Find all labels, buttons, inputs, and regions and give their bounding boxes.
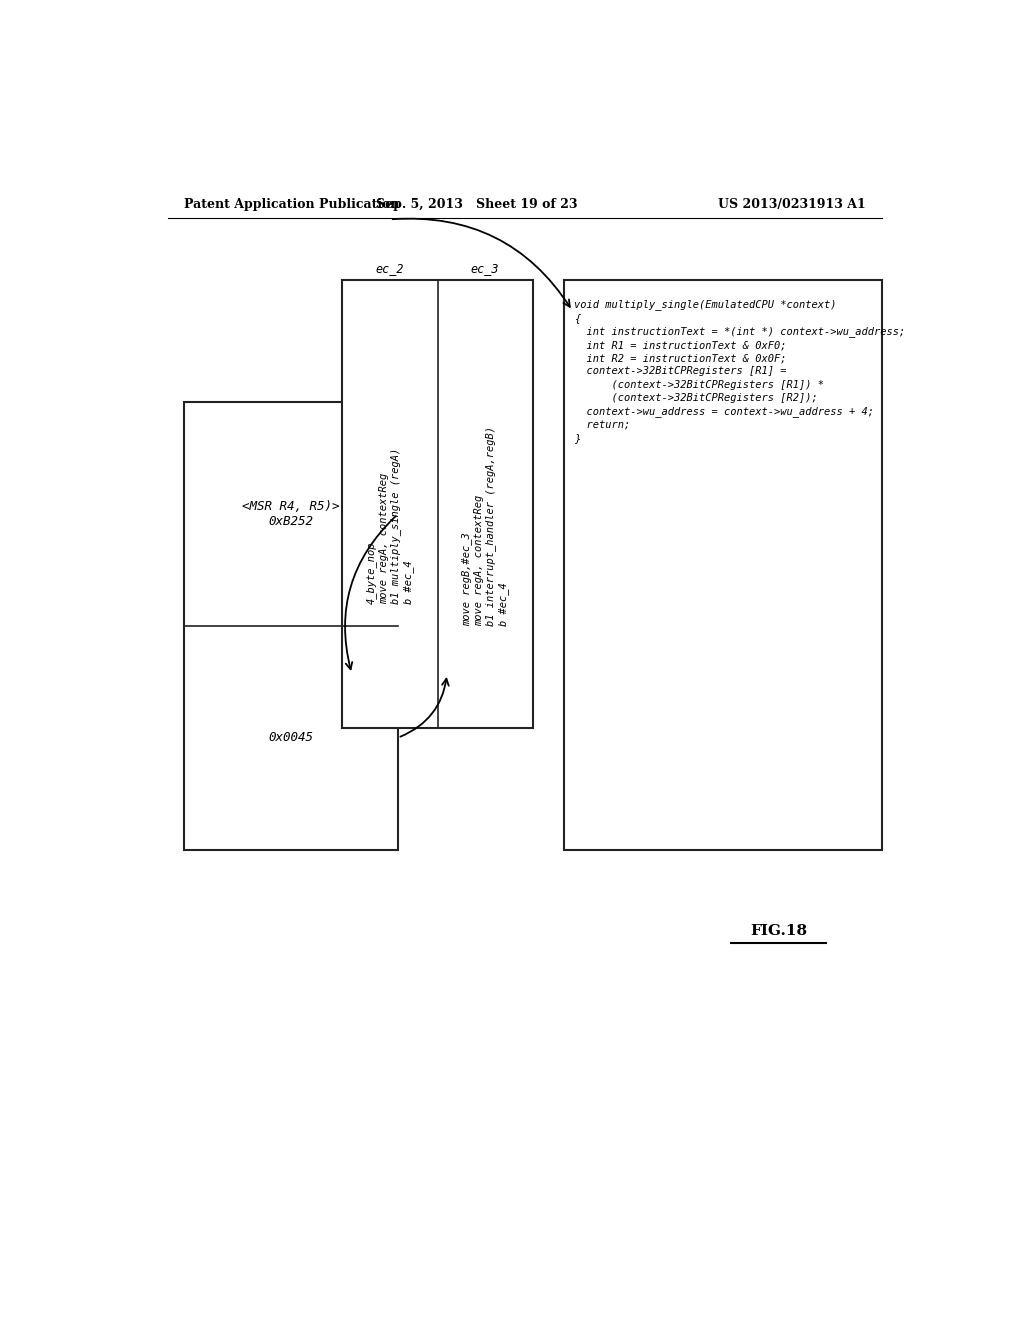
Text: US 2013/0231913 A1: US 2013/0231913 A1: [718, 198, 866, 211]
Text: <MSR R4, R5)>
0xB252: <MSR R4, R5)> 0xB252: [242, 500, 339, 528]
FancyBboxPatch shape: [564, 280, 882, 850]
Text: move regB,#ec_3
move regA, contextReg
b1 interrupt_handler (regA,regB)
b #ec_4: move regB,#ec_3 move regA, contextReg b1…: [462, 426, 509, 626]
Text: ec_2: ec_2: [376, 263, 404, 276]
Text: FIG.18: FIG.18: [751, 924, 807, 939]
Text: 0x0045: 0x0045: [268, 731, 313, 744]
Text: Sep. 5, 2013   Sheet 19 of 23: Sep. 5, 2013 Sheet 19 of 23: [377, 198, 578, 211]
FancyBboxPatch shape: [342, 280, 532, 727]
Text: ec_3: ec_3: [471, 263, 500, 276]
FancyBboxPatch shape: [183, 403, 397, 850]
Text: 4_byte_nop
move regA, contextReg
b1 multiply_single (regA)
b #ec_4: 4_byte_nop move regA, contextReg b1 mult…: [367, 449, 414, 605]
Text: Patent Application Publication: Patent Application Publication: [183, 198, 399, 211]
Text: void multiply_single(EmulatedCPU *context)
{
  int instructionText = *(int *) co: void multiply_single(EmulatedCPU *contex…: [574, 298, 905, 444]
